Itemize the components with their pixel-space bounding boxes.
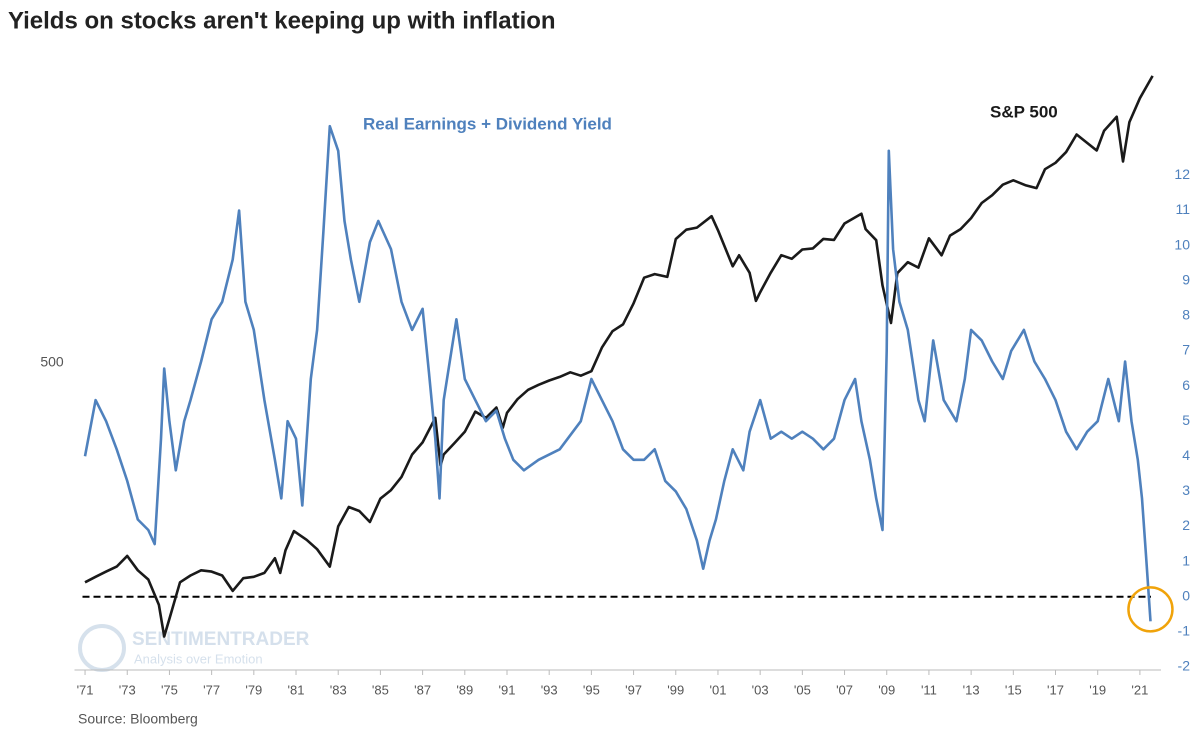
watermark: SENTIMENTRADER Analysis over Emotion [78,624,310,672]
y-tick-label: 500 [40,354,64,370]
y2-tick-label: 2 [1182,517,1190,533]
y2-tick-label: 10 [1174,236,1190,252]
y2-tick-label: 4 [1182,447,1190,463]
x-tick-label: '83 [330,682,347,697]
legend-label: S&P 500 [990,102,1058,121]
y2-tick-label: 11 [1175,201,1190,217]
y2-tick-label: 1 [1182,552,1190,568]
x-tick-label: '07 [836,682,853,697]
x-tick-label: '17 [1047,682,1064,697]
watermark-logo [78,624,126,672]
y2-tick-label: 3 [1182,482,1190,498]
chart-title: Yields on stocks aren't keeping up with … [8,7,556,34]
x-tick-label: '09 [878,682,895,697]
x-tick-label: '73 [119,682,136,697]
x-tick-label: '21 [1131,682,1148,697]
x-tick-label: '95 [583,682,600,697]
y2-tick-label: 8 [1182,307,1190,323]
legend-label: Real Earnings + Dividend Yield [363,114,612,133]
y2-tick-label: 12 [1174,166,1190,182]
x-tick-label: '05 [794,682,811,697]
series-line [84,75,1154,638]
x-tick-label: '19 [1089,682,1106,697]
x-tick-label: '89 [456,682,473,697]
y2-tick-label: 0 [1182,587,1190,603]
x-tick-label: '11 [921,682,937,697]
x-tick-label: '75 [161,682,178,697]
x-tick-label: '91 [499,682,516,697]
x-tick-label: '15 [1005,682,1022,697]
x-tick-label: '01 [709,682,726,697]
y2-tick-label: -2 [1178,658,1191,674]
y2-tick-label: -1 [1178,623,1191,639]
x-tick-label: '81 [288,682,305,697]
source-note: Source: Bloomberg [78,711,198,727]
y2-tick-label: 6 [1182,377,1190,393]
x-tick-label: '71 [77,682,94,697]
x-tick-label: '87 [414,682,431,697]
x-tick-label: '99 [667,682,684,697]
x-tick-label: '03 [752,682,769,697]
x-tick-label: '79 [245,682,262,697]
x-tick-label: '77 [203,682,220,697]
watermark-text: SENTIMENTRADER [132,629,310,650]
y2-tick-label: 7 [1182,342,1190,358]
y2-tick-label: 9 [1182,271,1190,287]
x-tick-label: '93 [541,682,558,697]
series-line [83,124,1152,622]
highlight-circle [1127,586,1174,633]
y2-tick-label: 5 [1182,412,1190,428]
x-tick-label: '13 [963,682,980,697]
x-tick-label: '97 [625,682,642,697]
x-tick-label: '85 [372,682,389,697]
watermark-subtext: Analysis over Emotion [134,651,263,666]
